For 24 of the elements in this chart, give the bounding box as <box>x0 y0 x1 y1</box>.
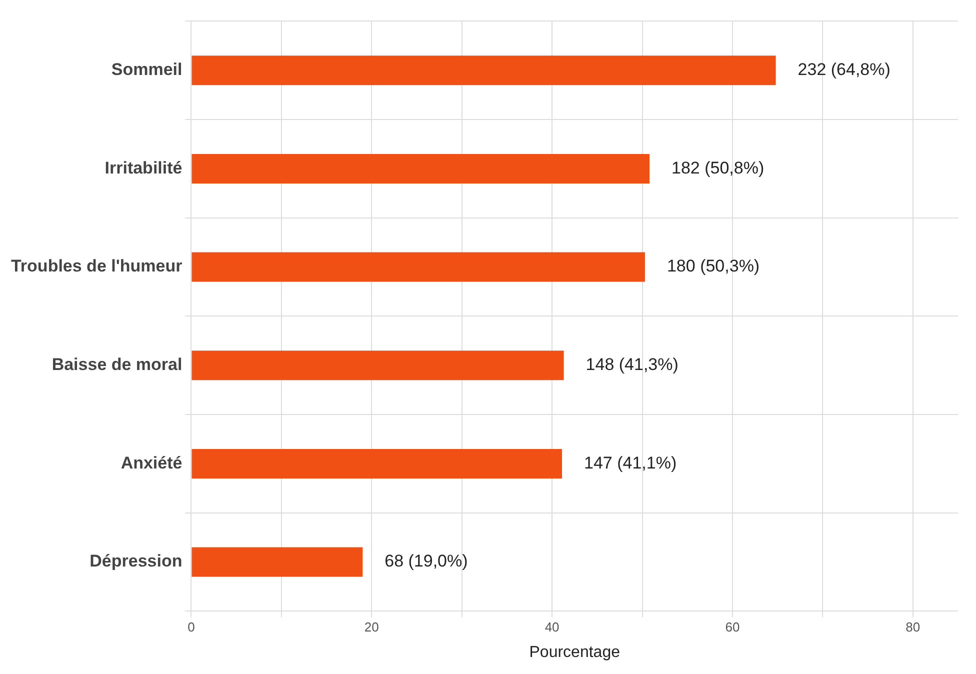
data-label: 232 (64,8%) <box>798 60 890 80</box>
data-label: 148 (41,3%) <box>586 355 678 374</box>
data-label: 68 (19,0%) <box>384 552 468 571</box>
bar <box>192 350 564 380</box>
data-label: 147 (41,1%) <box>584 453 677 472</box>
bar <box>192 252 645 282</box>
y-tick-label: Anxiété <box>120 453 182 472</box>
y-tick-label: Troubles de l'humeur <box>10 256 183 276</box>
y-tick-label: Sommeil <box>111 60 182 80</box>
y-tick-label: Dépression <box>90 552 182 571</box>
x-axis-title: Pourcentage <box>529 644 620 661</box>
x-tick-label: 40 <box>544 620 560 635</box>
data-label: 182 (50,8%) <box>671 158 764 178</box>
bar <box>192 547 363 577</box>
x-tick-label: 80 <box>906 620 920 635</box>
x-tick-label: 60 <box>725 620 740 635</box>
y-tick-label: Baisse de moral <box>52 355 182 374</box>
data-label: 180 (50,3%) <box>666 256 760 276</box>
bar <box>192 56 776 86</box>
bar <box>192 448 562 478</box>
y-tick-label: Irritabilité <box>104 158 182 178</box>
bar <box>192 154 650 184</box>
x-tick-label: 0 <box>188 620 195 635</box>
x-tick-label: 20 <box>364 620 379 635</box>
